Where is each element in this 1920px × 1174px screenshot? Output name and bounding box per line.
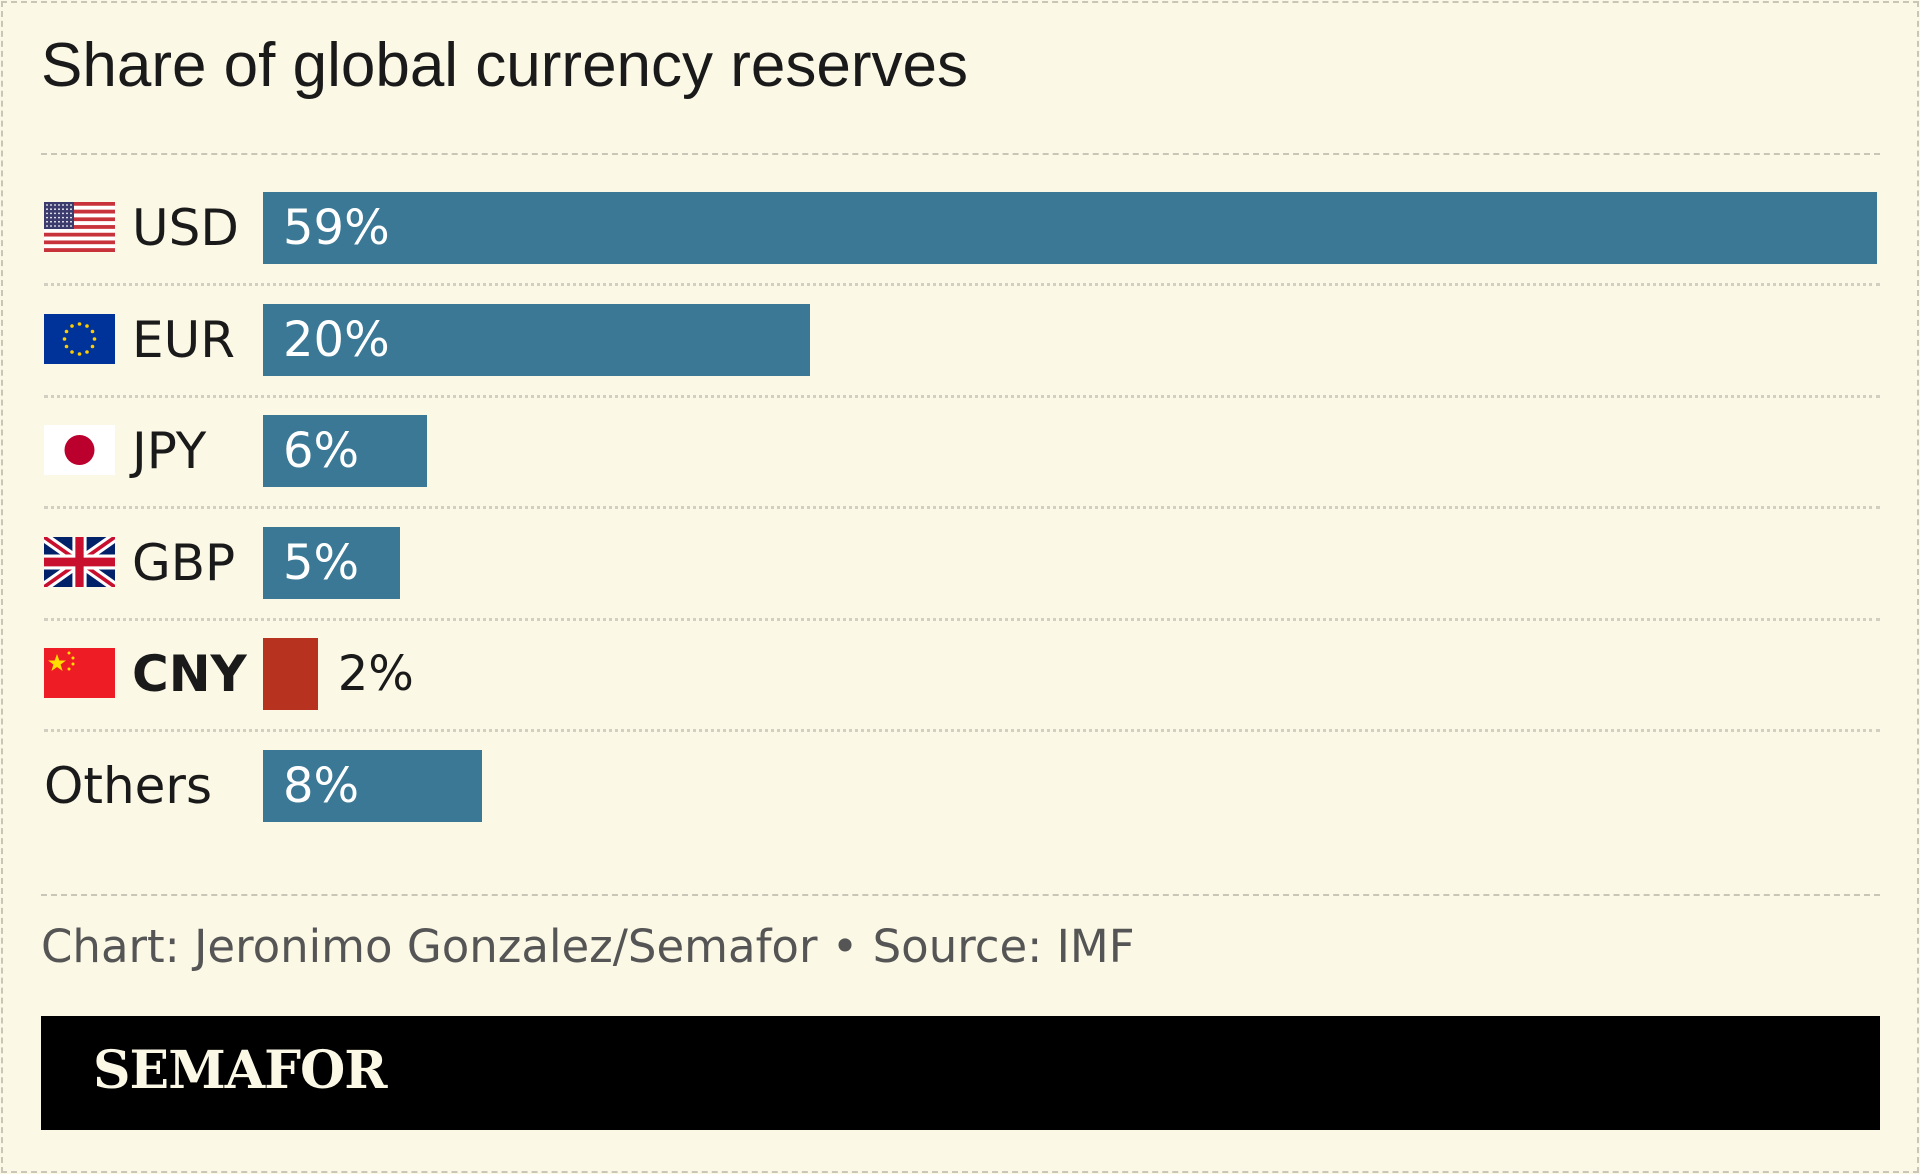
bar-row-cny: CNY 2% <box>0 638 1920 710</box>
value-label: 20% <box>283 311 390 368</box>
bar-row-usd: USD 59% <box>0 192 1920 264</box>
brand-bar: SEMAFOR <box>41 1016 1880 1130</box>
bar-others <box>263 749 482 822</box>
bar-cny <box>263 638 318 710</box>
category-label: GBP <box>132 533 236 592</box>
row-separator <box>44 617 1880 621</box>
category-label: JPY <box>132 422 207 480</box>
bar-row-eur: EUR 20% <box>0 303 1920 376</box>
bar-row-gbp: GBP 5% <box>0 526 1920 599</box>
row-separator <box>44 506 1880 509</box>
category-label: EUR <box>132 310 235 369</box>
bar-usd <box>263 192 1877 264</box>
bar-eur <box>263 303 811 376</box>
us-flag-icon <box>44 202 115 252</box>
chart-credit: Chart: Jeronimo Gonzalez/Semafor • Sourc… <box>41 920 1135 973</box>
china-flag-icon <box>44 648 115 698</box>
semafor-logo: SEMAFOR <box>93 1040 388 1101</box>
title-divider <box>41 153 1880 155</box>
category-label: CNY <box>132 645 247 703</box>
eu-flag-icon <box>44 313 115 364</box>
value-label: 6% <box>283 423 360 479</box>
value-label: 8% <box>283 757 360 814</box>
bar-row-others: Others 8% <box>0 749 1920 822</box>
category-label: USD <box>132 199 239 257</box>
bar-gbp <box>263 526 400 599</box>
value-label: 5% <box>283 534 360 591</box>
value-label: 59% <box>283 200 390 256</box>
bar-jpy <box>263 415 428 487</box>
bar-row-jpy: JPY 6% <box>0 415 1920 487</box>
row-separator <box>44 394 1880 398</box>
row-separator <box>44 729 1880 732</box>
uk-flag-icon <box>41 532 118 591</box>
category-label: Others <box>44 756 213 815</box>
chart-title: Share of global currency reserves <box>41 31 969 100</box>
footer-divider <box>41 894 1880 896</box>
value-label: 2% <box>337 646 414 702</box>
row-separator <box>44 283 1880 286</box>
japan-flag-icon <box>44 425 115 475</box>
